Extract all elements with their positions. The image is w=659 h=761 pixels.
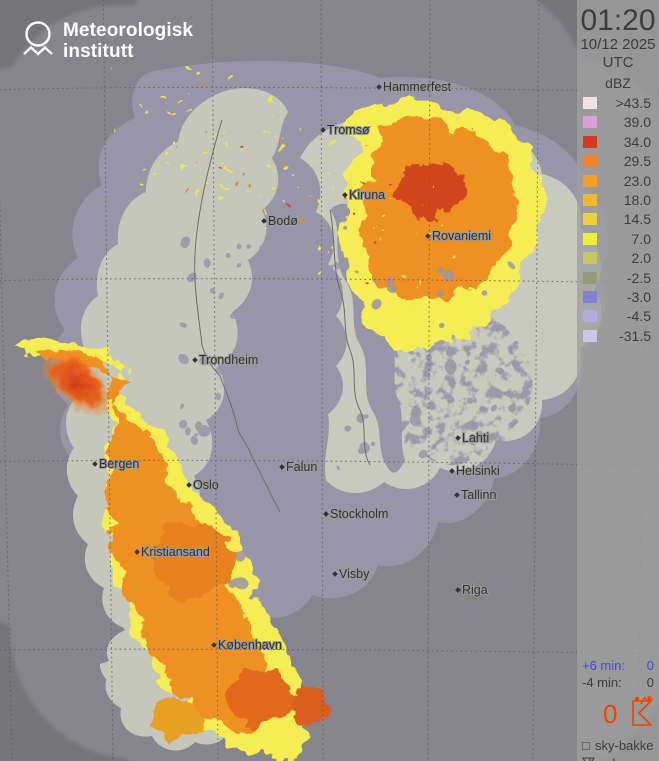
svg-text:Falun: Falun bbox=[286, 460, 317, 474]
svg-text:Trondheim: Trondheim bbox=[199, 353, 258, 367]
svg-text:Lahti: Lahti bbox=[462, 431, 489, 445]
svg-text:Oslo: Oslo bbox=[193, 478, 219, 492]
svg-text:Kiruna: Kiruna bbox=[349, 188, 385, 202]
svg-text:Bodø: Bodø bbox=[268, 214, 298, 228]
svg-text:Helsinki: Helsinki bbox=[456, 464, 500, 478]
svg-text:Kristiansand: Kristiansand bbox=[141, 545, 210, 559]
svg-text:Hammerfest: Hammerfest bbox=[383, 80, 452, 94]
svg-text:Rovaniemi: Rovaniemi bbox=[432, 229, 491, 243]
svg-text:0: 0 bbox=[603, 699, 617, 729]
svg-text:Tallinn: Tallinn bbox=[461, 488, 496, 502]
svg-text:Stockholm: Stockholm bbox=[330, 507, 388, 521]
svg-text:Riga: Riga bbox=[462, 583, 488, 597]
svg-text:Visby: Visby bbox=[339, 567, 370, 581]
svg-text:Tromsø: Tromsø bbox=[327, 123, 370, 137]
svg-text:Bergen: Bergen bbox=[99, 457, 139, 471]
